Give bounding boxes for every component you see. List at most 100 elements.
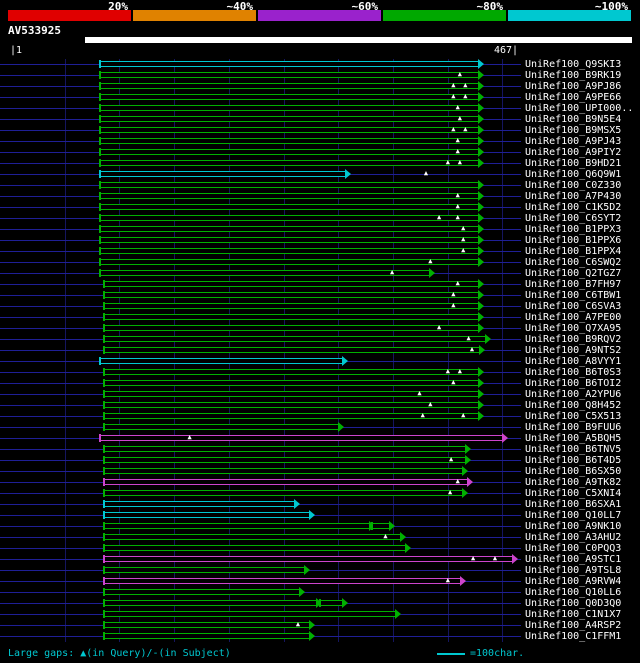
hit-bar[interactable]: [104, 446, 468, 452]
hit-label[interactable]: UniRef100_A9RVW4: [525, 576, 622, 587]
hit-label[interactable]: UniRef100_A9PIY2: [525, 147, 622, 158]
hit-label[interactable]: UniRef100_Q0D3Q0: [525, 598, 622, 609]
hit-bar[interactable]: [104, 600, 319, 606]
hit-label[interactable]: UniRef100_Q2TGZ7: [525, 268, 622, 279]
hit-bar[interactable]: [104, 336, 487, 342]
hit-label[interactable]: UniRef100_Q9SKI3: [525, 59, 622, 70]
hit-bar[interactable]: [99, 215, 481, 221]
hit-bar[interactable]: [99, 182, 481, 188]
hit-label[interactable]: UniRef100_A4RSP2: [525, 620, 622, 631]
hit-bar[interactable]: [99, 204, 481, 210]
hit-bar[interactable]: [104, 380, 481, 386]
hit-bar[interactable]: [99, 61, 481, 67]
hit-label[interactable]: UniRef100_A2YPU6: [525, 389, 622, 400]
hit-bar[interactable]: [99, 105, 481, 111]
hit-label[interactable]: UniRef100_A7P430: [525, 191, 622, 202]
hit-label[interactable]: UniRef100_Q6Q9W1: [525, 169, 622, 180]
hit-bar[interactable]: [104, 281, 481, 287]
hit-label[interactable]: UniRef100_C1K5D2: [525, 202, 622, 213]
hit-bar[interactable]: [104, 512, 311, 518]
hit-label[interactable]: UniRef100_C5X513: [525, 411, 622, 422]
hit-label[interactable]: UniRef100_B9RQV2: [525, 334, 622, 345]
hit-bar[interactable]: [99, 72, 481, 78]
hit-label[interactable]: UniRef100_A9PJ43: [525, 136, 622, 147]
hit-label[interactable]: UniRef100_A9NK10: [525, 521, 622, 532]
hit-bar[interactable]: [104, 578, 462, 584]
hit-bar[interactable]: [99, 160, 481, 166]
hit-label[interactable]: UniRef100_Q8H452: [525, 400, 622, 411]
hit-bar[interactable]: [104, 534, 402, 540]
hit-label[interactable]: UniRef100_B9N5E4: [525, 114, 622, 125]
hit-bar[interactable]: [99, 94, 481, 100]
hit-label[interactable]: UniRef100_C0Z330: [525, 180, 622, 191]
hit-label[interactable]: UniRef100_B7FH97: [525, 279, 622, 290]
hit-bar[interactable]: [99, 138, 481, 144]
hit-label[interactable]: UniRef100_B9RK19: [525, 70, 622, 81]
hit-label[interactable]: UniRef100_C6SWQ2: [525, 257, 622, 268]
hit-bar[interactable]: [99, 259, 481, 265]
hit-bar[interactable]: [99, 127, 481, 133]
hit-label[interactable]: UniRef100_A5BQH5: [525, 433, 622, 444]
hit-bar[interactable]: [104, 325, 481, 331]
hit-bar[interactable]: [104, 611, 398, 617]
hit-label[interactable]: UniRef100_B9FUU6: [525, 422, 622, 433]
hit-bar[interactable]: [104, 501, 297, 507]
hit-bar[interactable]: [104, 369, 481, 375]
hit-label[interactable]: UniRef100_B6SXA1: [525, 499, 622, 510]
hit-bar[interactable]: [104, 523, 371, 529]
hit-bar[interactable]: [104, 292, 481, 298]
hit-label[interactable]: UniRef100_B6T0S3: [525, 367, 622, 378]
hit-bar[interactable]: [99, 270, 432, 276]
hit-bar[interactable]: [99, 171, 347, 177]
hit-bar[interactable]: [104, 347, 482, 353]
hit-label[interactable]: UniRef100_A9TK82: [525, 477, 622, 488]
hit-bar[interactable]: [104, 490, 464, 496]
hit-bar[interactable]: [104, 468, 464, 474]
hit-label[interactable]: UniRef100_B6TNV5: [525, 444, 622, 455]
hit-bar[interactable]: [99, 226, 481, 232]
hit-label[interactable]: UniRef100_A7PE00: [525, 312, 622, 323]
hit-label[interactable]: UniRef100_A8VYY1: [525, 356, 622, 367]
hit-bar[interactable]: [104, 556, 515, 562]
hit-label[interactable]: UniRef100_B1PPX3: [525, 224, 622, 235]
hit-label[interactable]: UniRef100_UPI000..: [525, 103, 634, 114]
hit-bar[interactable]: [104, 622, 311, 628]
hit-bar[interactable]: [104, 545, 407, 551]
hit-bar[interactable]: [99, 237, 481, 243]
hit-bar[interactable]: [104, 391, 481, 397]
hit-bar[interactable]: [104, 402, 481, 408]
hit-label[interactable]: UniRef100_C6SVA3: [525, 301, 622, 312]
hit-bar[interactable]: [104, 424, 341, 430]
hit-bar[interactable]: [319, 600, 344, 606]
hit-label[interactable]: UniRef100_C6TBW1: [525, 290, 622, 301]
hit-label[interactable]: UniRef100_A3AHU2: [525, 532, 622, 543]
hit-label[interactable]: UniRef100_A9TSL8: [525, 565, 622, 576]
hit-bar[interactable]: [99, 435, 505, 441]
hit-label[interactable]: UniRef100_Q10LL7: [525, 510, 622, 521]
hit-bar[interactable]: [99, 116, 481, 122]
hit-bar[interactable]: [104, 314, 481, 320]
hit-bar[interactable]: [104, 567, 307, 573]
hit-label[interactable]: UniRef100_C5XNI4: [525, 488, 622, 499]
hit-bar[interactable]: [99, 358, 344, 364]
hit-label[interactable]: UniRef100_B6T4D5: [525, 455, 622, 466]
hit-label[interactable]: UniRef100_C6SYT2: [525, 213, 622, 224]
hit-label[interactable]: UniRef100_C0PQQ3: [525, 543, 622, 554]
hit-bar[interactable]: [104, 303, 481, 309]
hit-label[interactable]: UniRef100_B6TOI2: [525, 378, 622, 389]
hit-label[interactable]: UniRef100_A9NTS2: [525, 345, 622, 356]
hit-label[interactable]: UniRef100_A9PE66: [525, 92, 622, 103]
hit-label[interactable]: UniRef100_C1FFM1: [525, 631, 622, 642]
hit-label[interactable]: UniRef100_B9HD21: [525, 158, 622, 169]
hit-label[interactable]: UniRef100_Q7XA95: [525, 323, 622, 334]
hit-label[interactable]: UniRef100_B6SX50: [525, 466, 622, 477]
hit-bar[interactable]: [99, 149, 481, 155]
hit-label[interactable]: UniRef100_A9PJ86: [525, 81, 622, 92]
hit-bar[interactable]: [104, 589, 301, 595]
hit-label[interactable]: UniRef100_A9STC1: [525, 554, 622, 565]
hit-label[interactable]: UniRef100_Q10LL6: [525, 587, 622, 598]
hit-bar[interactable]: [104, 633, 311, 639]
hit-label[interactable]: UniRef100_B1PPX4: [525, 246, 622, 257]
hit-label[interactable]: UniRef100_B9MSX5: [525, 125, 622, 136]
hit-bar[interactable]: [99, 193, 481, 199]
